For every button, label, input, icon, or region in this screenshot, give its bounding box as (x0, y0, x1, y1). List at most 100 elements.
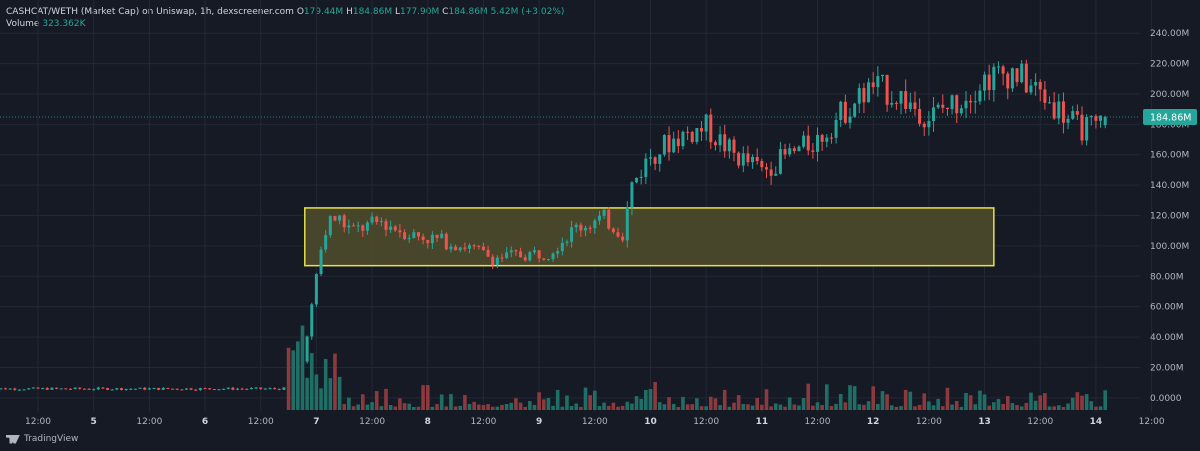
candle-body (1010, 68, 1014, 89)
candle-body (463, 247, 467, 249)
volume-bar (922, 393, 927, 410)
candle-body (106, 388, 110, 390)
candle-body (416, 232, 420, 237)
candle-body (370, 216, 374, 223)
volume-bar (676, 406, 681, 410)
time-tick-label: 11 (756, 417, 769, 427)
candle-body (672, 138, 676, 153)
candle-body (760, 160, 764, 168)
candle-body (347, 225, 351, 228)
low-value: 177.90M (400, 7, 440, 17)
volume-label: Volume (6, 19, 40, 29)
candle-body (941, 104, 945, 108)
candle-body (676, 138, 680, 147)
open-label: O (296, 7, 304, 17)
candle-body (1052, 102, 1056, 119)
candle-body (764, 167, 768, 170)
volume-bar (838, 394, 843, 410)
candle-body (333, 216, 337, 221)
candle-body (978, 90, 982, 102)
volume-bar (829, 406, 834, 410)
volume-bar (593, 390, 597, 410)
volume-bar (736, 395, 741, 410)
volume-bar (755, 397, 759, 410)
volume-bar (1033, 400, 1038, 410)
candle-body (969, 100, 973, 103)
volume-bar (458, 405, 463, 410)
volume-bar (741, 404, 746, 410)
candle-body (361, 225, 365, 231)
candle-body (129, 388, 133, 390)
volume-bar (797, 405, 801, 410)
volume-bar (597, 406, 602, 410)
tradingview-branding[interactable]: TradingView (6, 434, 78, 444)
candle-body (1075, 111, 1079, 115)
candle-body (277, 388, 281, 390)
volume-bar (690, 404, 695, 410)
close-value: 184.86M (448, 7, 488, 17)
candle-body (584, 227, 588, 231)
candle-body (1006, 73, 1010, 89)
volume-bar (319, 388, 323, 410)
candle-body (853, 103, 857, 117)
candle-body (254, 387, 258, 389)
candle-body (611, 228, 615, 233)
time-tick-label: 12:00 (582, 417, 608, 427)
candle-body (904, 91, 908, 109)
candle-body (110, 389, 114, 391)
volume-bar (1057, 405, 1061, 410)
volume-bar (602, 402, 606, 410)
candle-body (189, 388, 193, 390)
candle-body (101, 387, 105, 389)
volume-bar (834, 403, 838, 410)
volume-bar (402, 403, 407, 410)
volume-bar (472, 401, 476, 410)
volume-bar (630, 403, 634, 410)
candle-body (342, 215, 346, 228)
volume-bar (634, 396, 639, 410)
volume-bar (899, 406, 903, 410)
candle-body (412, 232, 416, 238)
time-tick-label: 7 (313, 417, 319, 427)
candle-body (282, 387, 286, 390)
volume-bar (291, 350, 295, 410)
candle-body (157, 387, 161, 390)
volume-bar (1066, 403, 1070, 410)
volume-bar (365, 404, 370, 410)
candle-body (732, 139, 736, 153)
volume-bar (908, 391, 913, 410)
volume-bar (1075, 392, 1080, 410)
volume-bar (718, 405, 722, 410)
volume-bar (773, 403, 778, 410)
candle-body (635, 177, 639, 183)
volume-bar (309, 353, 314, 410)
volume-bar (384, 388, 388, 410)
volume-bar (361, 394, 365, 410)
candle-body (1071, 111, 1075, 119)
time-tick-label: 12:00 (916, 417, 942, 427)
candle-body (13, 388, 17, 390)
price-tick-label: 180.00M (1150, 120, 1189, 130)
candle-body (171, 388, 175, 390)
candle-body (407, 237, 411, 240)
time-tick-label: 9 (536, 417, 542, 427)
candle-body (667, 135, 671, 153)
candle-body (352, 225, 356, 227)
candle-body (500, 257, 504, 259)
candle-body (305, 336, 309, 362)
candle-body (217, 389, 221, 391)
candle-body (430, 234, 434, 244)
candle-body (625, 207, 629, 241)
volume-bar (347, 397, 351, 410)
candle-body (829, 137, 833, 139)
candle-body (472, 245, 476, 247)
candle-body (802, 135, 806, 147)
candle-body (41, 388, 45, 390)
volume-bar (968, 395, 973, 410)
volume-bar (852, 386, 857, 410)
candle-body (124, 388, 128, 390)
volume-bar (894, 406, 899, 410)
volume-bar (551, 405, 555, 410)
candle-body (1024, 63, 1028, 93)
